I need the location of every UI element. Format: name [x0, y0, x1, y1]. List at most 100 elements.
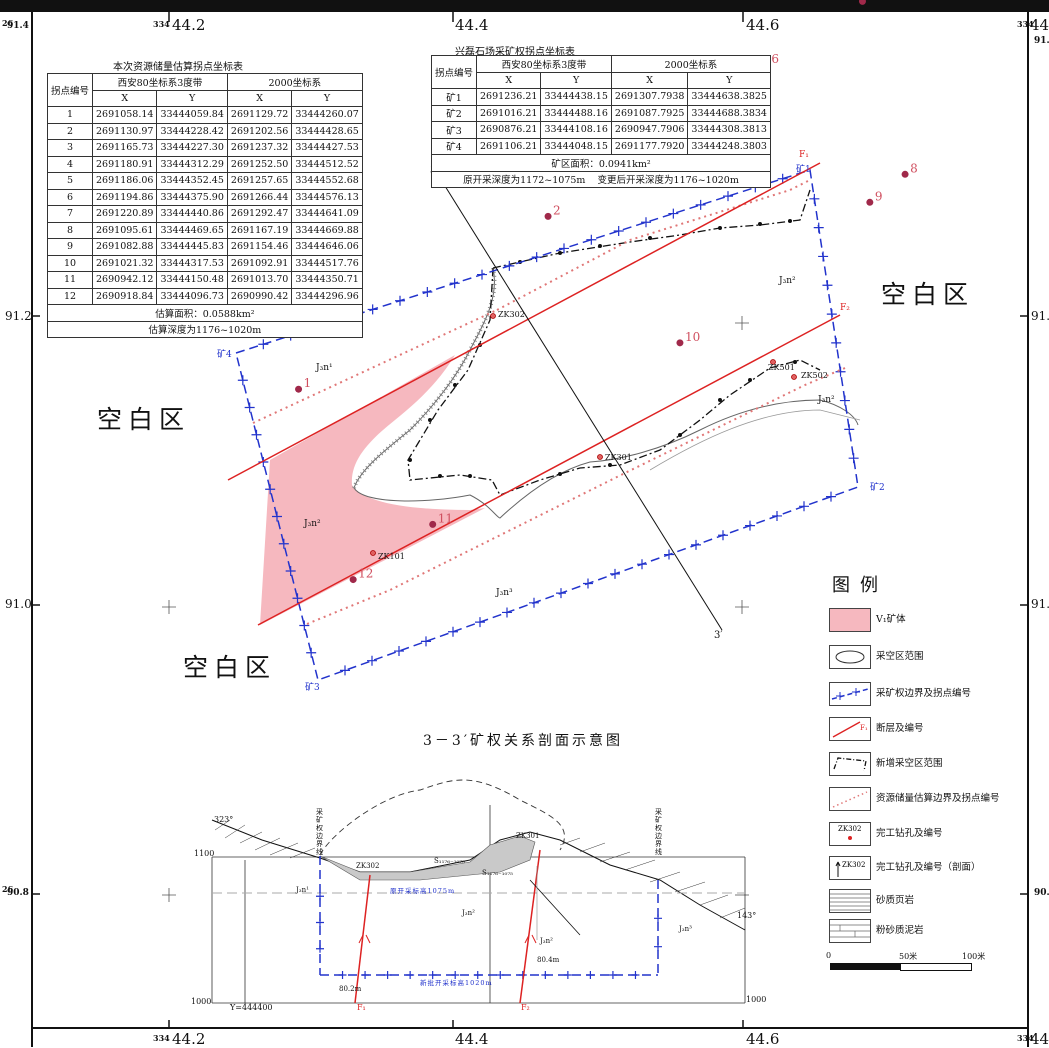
fault-f1	[227, 162, 821, 481]
legend-item-boundary: 采矿权边界及拐点编号	[829, 682, 1039, 706]
section-stratum: J₃n¹	[296, 886, 309, 894]
grid-sup-left-1: 26	[2, 18, 14, 28]
boundary-cross	[641, 217, 651, 228]
drill-hole-label: ZK301	[605, 453, 632, 462]
legend-symbol	[829, 889, 871, 913]
section-stratum: J₃n²	[540, 937, 553, 945]
boundary-cross	[822, 280, 833, 291]
grid-label-top-44-6: 44.6	[746, 16, 780, 34]
grid-label-top-44-8: 44.8	[1030, 16, 1049, 34]
table-cell: 2691058.14	[92, 106, 158, 124]
boundary-cross	[449, 278, 460, 289]
legend-label: 新增采空区范围	[876, 758, 943, 769]
map-frame-bottom	[31, 1027, 1029, 1029]
reserve-area: 估算面积：0.0588km²	[47, 304, 363, 322]
table-cell: 33444438.15	[540, 88, 612, 106]
legend-symbol: ZK302	[829, 856, 871, 880]
boundary-crosses	[237, 173, 859, 676]
table-cell: 33444260.07	[291, 106, 363, 124]
boundary-cross	[613, 226, 624, 236]
table-cell: 2690918.84	[92, 287, 158, 305]
table-cell: 33444375.90	[156, 188, 228, 206]
table-cell: 2691106.21	[476, 137, 542, 155]
table-row: 5 2691186.06 33444352.45 2691257.65 33444552…	[46, 172, 363, 190]
table-cell: 2691292.47	[226, 205, 293, 223]
col-header: X	[92, 89, 158, 107]
section-title: 3－3′矿权关系剖面示意图	[423, 733, 623, 749]
table-row: 9 2691082.88 33444445.83 2691154.46 33444646…	[46, 238, 363, 256]
boundary-cross	[723, 191, 733, 202]
scale-bar-black	[830, 963, 900, 970]
table-cell: 2691082.88	[92, 238, 158, 256]
table-cell: 33444428.65	[291, 122, 363, 140]
section-fault-f2: F₂	[521, 1003, 530, 1012]
reserve-point-label: 11	[438, 511, 453, 525]
table-cell: 33444228.42	[156, 122, 228, 140]
table-cell: 12	[46, 287, 94, 305]
boundary-cross	[848, 453, 859, 464]
grid-label-right-90-8: 90.8	[1034, 888, 1049, 898]
reserve-point	[544, 212, 552, 220]
table-row: 10 2691021.32 33444317.53 2691092.91 3344451…	[46, 254, 363, 272]
table-cell: 33444350.71	[291, 271, 363, 289]
legend-label: 砂质页岩	[876, 895, 915, 906]
legend-label: 采矿权边界及拐点编号	[876, 688, 972, 699]
section-elevation-1100: 1100	[194, 849, 215, 858]
section-stratum: J₃n²	[462, 909, 475, 917]
table-cell: 33444512.52	[291, 155, 363, 173]
grid-label-left-91-0: 91.0	[5, 597, 32, 611]
drill-hole-label: ZK101	[378, 552, 405, 561]
boundary-cross	[531, 252, 542, 263]
reserve-point-label: 10	[685, 330, 700, 344]
boundary-cross	[244, 402, 255, 413]
section-y-label: Y=444400	[230, 1003, 273, 1012]
reserve-point	[858, 0, 866, 5]
table-row: 12 2690918.84 33444096.73 2690990.42 3344429…	[46, 287, 363, 305]
section-end-label: 3′	[714, 630, 723, 641]
col-header: X	[476, 71, 542, 89]
table-cell: 33444096.73	[156, 287, 228, 305]
boundary-cross	[668, 208, 679, 219]
col-header: 拐点编号	[46, 73, 94, 107]
table-cell: 33444150.48	[156, 271, 228, 289]
table-cell: 33444308.3813	[687, 121, 771, 139]
legend-symbol	[829, 645, 871, 669]
section-boundary-label-right: 采矿权边界线	[655, 808, 662, 856]
boundary-cross	[777, 173, 788, 184]
table-cell: 矿4	[430, 137, 478, 155]
boundary-cross	[831, 337, 842, 348]
table-cell: 33444440.86	[156, 205, 228, 223]
legend-item-drill-hole: ZK302 完工钻孔及编号	[829, 822, 1039, 846]
table-cell: 2691307.7938	[610, 88, 689, 106]
legend-item-drill-hole-section: ZK302 完工钻孔及编号（剖面）	[829, 856, 1039, 880]
grid-sup-bottom-1: 334	[153, 1033, 170, 1043]
table-cell: 33444227.30	[156, 139, 228, 157]
table-cell: 9	[46, 238, 94, 256]
legend-symbol	[829, 787, 871, 811]
reserve-coordinate-table: 拐点编号 西安80坐标系3度带 2000坐标系 X Y X Y 1 2691058…	[46, 73, 363, 338]
grid-label-bottom-44-8: 44.8	[1030, 1030, 1049, 1048]
col-header: Y	[687, 71, 771, 89]
map-frame-right	[1027, 12, 1029, 1047]
table-cell: 33444688.3834	[687, 104, 771, 122]
reserve-point	[295, 385, 303, 393]
scale-label: 100米	[962, 952, 986, 961]
reserve-table-title: 本次资源储量估算拐点坐标表	[113, 62, 243, 73]
table-cell: 2691013.70	[226, 271, 293, 289]
boundary-cross	[258, 457, 269, 467]
boundary-cross	[818, 251, 829, 262]
legend-item-new-goaf: 新增采空区范围	[829, 752, 1039, 776]
reserve-point-label: 7	[867, 0, 875, 2]
reserve-point-label: 8	[910, 161, 918, 175]
mining-coordinate-table: 拐点编号 西安80坐标系3度带 2000坐标系 X Y X Y 矿1 269123…	[430, 55, 771, 188]
boundary-cross	[395, 295, 405, 306]
table-cell: 33444576.13	[291, 188, 363, 206]
table-cell: 4	[46, 155, 94, 173]
table-cell: 1	[46, 106, 94, 124]
boundary-cross	[285, 566, 296, 576]
boundary-cross	[664, 549, 674, 560]
fault-label-f2: F₂	[840, 303, 850, 313]
drill-hole-label: ZK502	[801, 371, 828, 380]
legend-symbol: ZK302	[829, 822, 871, 846]
col-header: 拐点编号	[430, 55, 478, 89]
